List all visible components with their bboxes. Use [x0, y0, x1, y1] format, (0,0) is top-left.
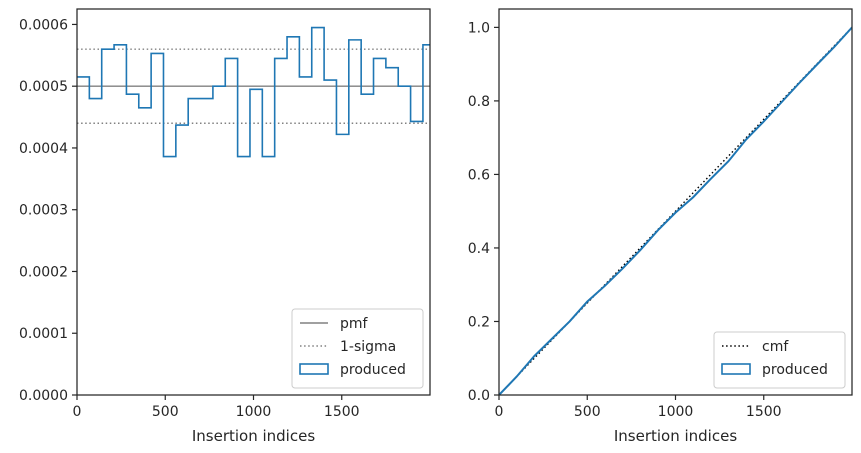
x-axis-label: Insertion indices: [614, 427, 737, 445]
x-tick-label: 500: [152, 404, 179, 420]
x-tick-label: 1000: [658, 404, 694, 420]
legend: pmf 1-sigma produced: [291, 308, 424, 389]
y-tick-label: 0.2: [468, 314, 490, 330]
y-tick-label: 0.0002: [19, 264, 68, 280]
produced-cumulative: [499, 26, 852, 395]
legend-label-produced: produced: [762, 362, 828, 378]
legend-handle-produced: [721, 363, 751, 375]
y-tick-label: 0.8: [468, 94, 490, 110]
left-panel-pmf: 0 500 1000 1500 0.0000 0.0001 0.0002 0.0003 0.00…: [19, 8, 431, 445]
y-tick-label: 0.0004: [19, 141, 68, 157]
y-tick-label: 0.0005: [19, 79, 68, 95]
y-tick-label: 0.0: [468, 388, 490, 404]
cmf-line: [499, 26, 852, 395]
y-tick-label: 0.0003: [19, 203, 68, 219]
legend-label-pmf: pmf: [340, 316, 369, 332]
x-tick-label: 1500: [746, 404, 782, 420]
x-tick-label: 0: [73, 404, 82, 420]
x-tick-label: 500: [574, 404, 601, 420]
legend-box: [291, 308, 424, 389]
y-tick-label: 1.0: [468, 20, 490, 36]
legend-handle-produced: [299, 363, 329, 375]
y-tick-label: 0.0000: [19, 388, 68, 404]
x-tick-label: 1000: [236, 404, 272, 420]
plot-area: [499, 26, 852, 395]
plot-area: [77, 26, 430, 158]
legend-label-1-sigma: 1-sigma: [340, 339, 396, 355]
y-tick-label: 0.6: [468, 167, 490, 183]
legend-label-cmf: cmf: [762, 339, 789, 355]
x-axis-label: Insertion indices: [192, 427, 315, 445]
y-tick-label: 0.0006: [19, 17, 68, 33]
y-tick-label: 0.0001: [19, 326, 68, 342]
right-panel-cmf: 0 500 1000 1500 0.0 0.2 0.4 0.6 0.8 1.0 Insertion …: [468, 8, 853, 445]
x-tick-label: 1500: [324, 404, 360, 420]
produced-histogram: [77, 26, 430, 158]
legend: cmf produced: [713, 331, 846, 389]
legend-label-produced: produced: [340, 362, 406, 378]
x-tick-label: 0: [495, 404, 504, 420]
y-tick-label: 0.4: [468, 241, 490, 257]
